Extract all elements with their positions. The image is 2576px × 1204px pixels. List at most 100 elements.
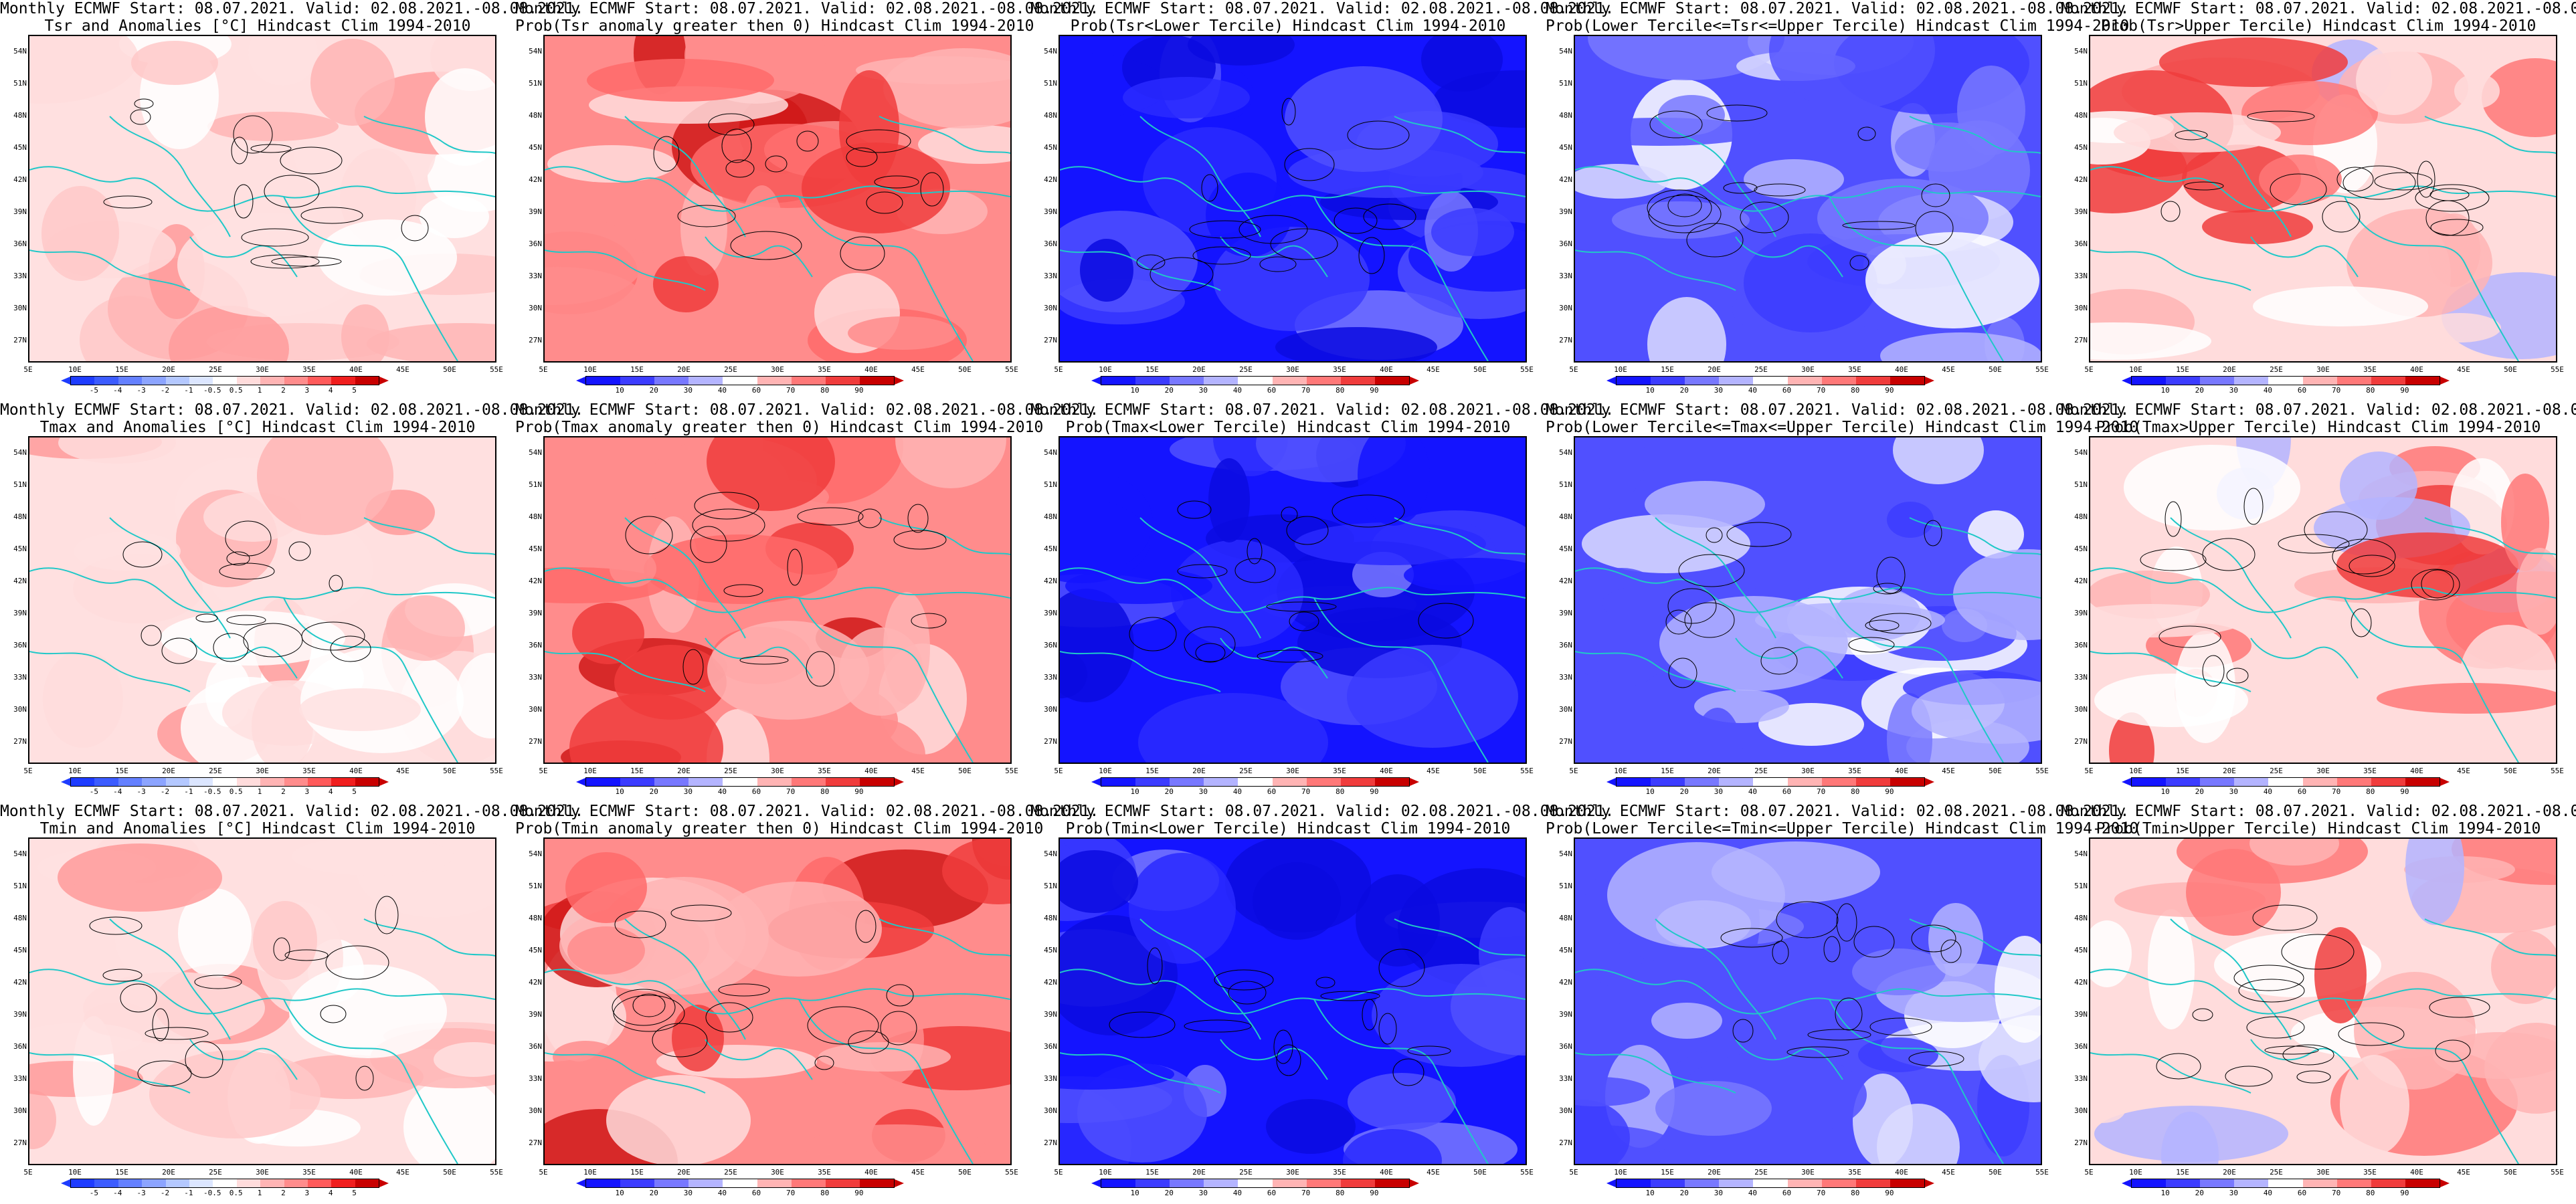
colorbar [2131,1179,2440,1188]
coastline [1735,637,1843,679]
shading-region [2405,839,2464,925]
latitude-label: 36N [1044,641,1057,649]
longitude-label: 5E [23,365,33,374]
longitude-label: 10E [68,1168,82,1177]
panel-title-line1: Monthly ECMWF Start: 08.07.2021. Valid: … [515,0,1099,17]
longitude-label: 45E [2457,365,2470,374]
shading-region [1877,1104,1960,1164]
contour-line [1109,1011,1176,1038]
longitude-label: 15E [1661,365,1674,374]
longitude-label: 45E [1427,1168,1440,1177]
contour-line [920,172,944,207]
longitude-label: 30E [1286,365,1299,374]
colorbar-swatch [1306,1179,1341,1187]
latitude-label: 33N [13,673,27,682]
coastline [624,918,746,1040]
colorbar-swatch [331,778,355,786]
contour-line [2192,1008,2213,1021]
longitude-label: 20E [1708,767,1721,775]
shading-region [2482,58,2556,137]
colorbar-tick-label: 5 [352,1189,357,1197]
longitude-label: 40E [864,1168,878,1177]
contour-line [1940,939,1962,963]
colorbar-tick-label: 30 [1198,787,1208,796]
longitude-label: 50E [443,365,456,374]
colorbar-tick-label: 30 [2229,787,2238,796]
contour-line [1358,237,1385,274]
shading-region [672,1005,724,1072]
colorbar-swatch [213,1179,237,1187]
colorbar-swatch [94,1179,118,1187]
colorbar-tick-label: 80 [820,386,830,395]
colorbar-min-arrow [1091,778,1101,786]
latitude-label: 30N [529,705,542,714]
latitude-label: 51N [529,882,542,890]
latitude-label: 51N [529,79,542,88]
contour-line [787,548,803,586]
coastline [545,249,706,291]
longitude-label: 20E [1192,365,1206,374]
colorbar-swatch [859,377,894,385]
colorbar-swatch [757,1179,792,1187]
contour-line [401,215,429,241]
shading-region [2161,1112,2219,1164]
longitude-label: 45E [2457,767,2470,775]
shading-region [829,718,925,763]
coastline [1220,637,1328,679]
contour-line [2332,538,2396,575]
panel-title-line1: Monthly ECMWF Start: 08.07.2021. Valid: … [2061,401,2576,419]
colorbar-swatch [1821,778,1856,786]
colorbar-tick-label: -3 [136,386,146,395]
colorbar-tick-label: -4 [113,787,122,796]
longitude-label: 5E [539,1168,548,1177]
contour-line [653,136,680,172]
colorbar-min-arrow [1606,377,1616,385]
coastline [2250,637,2359,679]
shading-region [606,1075,751,1164]
longitude-label: 40E [1380,365,1393,374]
colorbar-tick-label: 70 [1817,386,1826,395]
colorbar-max-arrow [1925,778,1934,786]
coastline [29,166,495,212]
contour-line [690,526,727,563]
coastline [705,637,813,679]
latitude-label: 39N [13,609,27,617]
coastline [545,969,1010,1015]
contour-line [874,175,919,189]
shading-region [292,839,454,876]
colorbar-tick-label: -0.5 [203,386,221,395]
shading-region [1647,297,1726,361]
colorbar-min-arrow [61,1179,70,1187]
longitude-label: 25E [1754,767,1768,775]
latitude-label: 48N [13,512,27,521]
map-panel: Monthly ECMWF Start: 08.07.2021. Valid: … [0,0,583,401]
colorbar-tick-label: 0.5 [229,386,243,395]
latitude-label: 39N [1044,609,1057,617]
latitude-label: 36N [1559,1042,1572,1051]
colorbar-swatch [1617,1179,1651,1187]
shading-region [2259,155,2342,204]
colorbar-min-arrow [576,778,585,786]
colorbar-tick-label: 90 [2400,386,2409,395]
latitude-label: 42N [2074,577,2088,585]
longitude-label: 45E [1427,767,1440,775]
colorbar-tick-label: 60 [1267,1189,1277,1197]
colorbar-swatch [142,778,166,786]
shading-region [918,125,1010,164]
latitude-label: 48N [1559,111,1572,120]
coastline [2170,517,2292,639]
colorbar-swatch [2234,377,2269,385]
colorbar-swatch [1340,377,1375,385]
map-panel: Monthly ECMWF Start: 08.07.2021. Valid: … [0,803,583,1204]
latitude-label: 42N [529,577,542,585]
longitude-label: 45E [1942,1168,1955,1177]
contour-line [2342,165,2416,200]
shading-region [822,987,924,1092]
longitude-label: 20E [1708,1168,1721,1177]
latitude-label: 48N [2074,914,2088,922]
colorbar-swatch [2302,778,2337,786]
colorbar-tick-label: 70 [1301,1189,1311,1197]
longitude-label: 20E [2223,767,2236,775]
colorbar-swatch [1204,778,1238,786]
contour-line [1807,1029,1871,1041]
